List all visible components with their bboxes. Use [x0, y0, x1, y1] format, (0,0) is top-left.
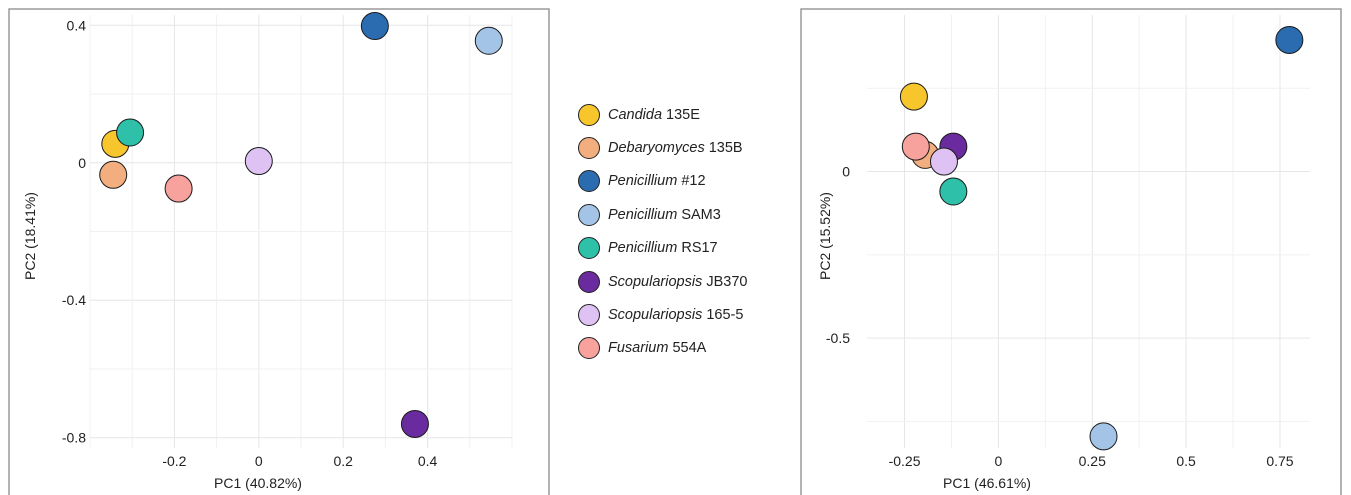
left-ytick-label: -0.8: [62, 430, 86, 446]
right-xtick-label: 0.5: [1176, 453, 1196, 469]
right-data-point: Penicillium #12: [1275, 25, 1304, 54]
legend-item: Fusarium 554A: [578, 332, 798, 365]
left-y-axis-label: PC2 (18.41%): [22, 192, 38, 280]
legend-item: Scopulariopsis JB370: [578, 265, 798, 298]
left-data-point: Scopulariopsis 165-5: [244, 147, 273, 176]
left-data-point: Scopulariopsis JB370: [400, 409, 429, 438]
legend-genus: Penicillium: [608, 173, 678, 190]
left-xtick-label: 0.4: [418, 453, 438, 469]
right-x-axis-label: PC1 (46.61%): [943, 475, 1031, 491]
legend-strain: JB370: [702, 273, 748, 290]
left-x-axis-label: PC1 (40.82%): [214, 475, 302, 491]
right-y-axis-label: PC2 (15.52%): [817, 192, 833, 280]
legend-genus: Scopulariopsis: [608, 307, 703, 324]
right-ytick-label: 0: [842, 164, 850, 180]
left-xtick-label: -0.2: [162, 453, 186, 469]
left-data-point: Debaryomyces 135B: [99, 160, 128, 189]
legend-swatch: [578, 137, 600, 160]
right-xtick-label: 0.75: [1266, 453, 1293, 469]
left-xtick-label: 0: [255, 453, 263, 469]
left-data-point: Fusarium 554A: [164, 174, 193, 203]
legend-item: Scopulariopsis 165-5: [578, 298, 798, 331]
right-xtick-label: 0: [994, 453, 1002, 469]
left-data-point: Penicillium RS17: [116, 118, 145, 147]
right-xtick-label: -0.25: [889, 453, 921, 469]
right-plot-frame: [800, 8, 1342, 495]
right-data-point: Scopulariopsis 165-5: [929, 147, 958, 176]
legend-strain: 135E: [662, 106, 700, 123]
legend-strain: 135B: [704, 140, 743, 157]
left-ytick-label: 0.4: [67, 17, 87, 33]
legend-item: Debaryomyces 135B: [578, 131, 798, 164]
legend-genus: Candida: [608, 106, 663, 123]
left-plot-frame: [8, 8, 550, 495]
legend-genus: Fusarium: [608, 340, 669, 357]
left-ytick-label: -0.4: [62, 292, 86, 308]
right-data-point: Fusarium 554A: [901, 132, 930, 161]
legend: Candida 135E Debaryomyces 135B Penicillium…: [578, 98, 798, 365]
right-ytick-label: -0.5: [826, 330, 850, 346]
right-xtick-label: 0.25: [1079, 453, 1106, 469]
legend-swatch: [578, 270, 600, 293]
left-xtick-label: 0.2: [333, 453, 353, 469]
pca-chart-right: -0.25 0 0.25 0.5 0.75 -0.5 0 PC1 (46.61%) PC2 (1…: [800, 8, 1342, 495]
legend-strain: RS17: [677, 240, 718, 257]
legend-swatch: [578, 237, 600, 260]
left-gridlines: [89, 15, 513, 448]
right-data-point: Candida 135E: [899, 82, 928, 111]
legend-item: Penicillium #12: [578, 165, 798, 198]
legend-strain: 554A: [668, 340, 707, 357]
legend-strain: SAM3: [677, 206, 721, 223]
legend-swatch: [578, 304, 600, 327]
pca-chart-left: -0.2 0 0.2 0.4 -0.8 -0.4 0 0.4 PC1 (40.82%) PC2 (…: [8, 8, 550, 495]
legend-genus: Penicillium: [608, 240, 678, 257]
legend-item: Penicillium SAM3: [578, 198, 798, 231]
legend-strain: 165-5: [702, 307, 744, 324]
left-data-point: Penicillium #12: [360, 11, 389, 40]
legend-strain: #12: [677, 173, 706, 190]
right-data-point: Penicillium RS17: [939, 177, 968, 206]
left-ytick-label: 0: [78, 155, 86, 171]
legend-swatch: [578, 203, 600, 226]
right-gridlines: [867, 15, 1310, 448]
legend-swatch: [578, 337, 600, 360]
legend-item: Candida 135E: [578, 98, 798, 131]
legend-swatch: [578, 170, 600, 193]
legend-genus: Penicillium: [608, 206, 678, 223]
legend-item: Penicillium RS17: [578, 232, 798, 265]
legend-genus: Scopulariopsis: [608, 273, 703, 290]
legend-genus: Debaryomyces: [608, 140, 705, 157]
left-data-point: Penicillium SAM3: [474, 26, 503, 55]
right-data-point: Penicillium SAM3: [1089, 422, 1118, 451]
legend-swatch: [578, 103, 600, 126]
